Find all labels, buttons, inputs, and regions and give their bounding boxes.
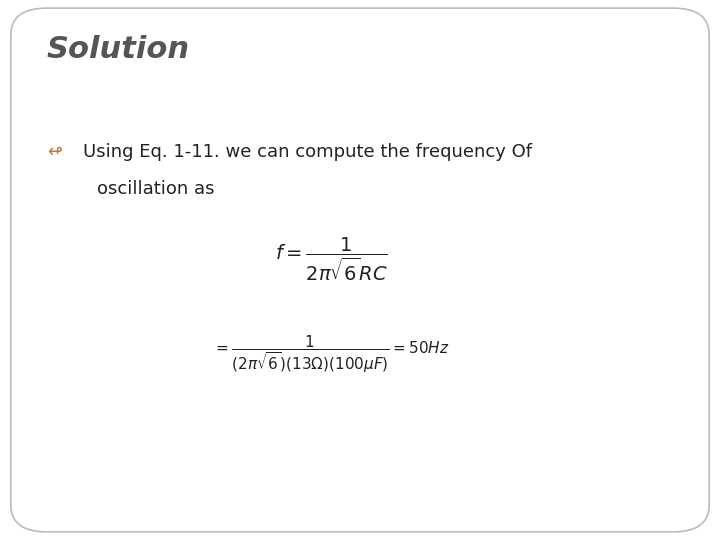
FancyBboxPatch shape [11, 8, 709, 532]
Text: Solution: Solution [47, 35, 190, 64]
Text: Using Eq. 1-11. we can compute the frequency Of: Using Eq. 1-11. we can compute the frequ… [83, 143, 532, 161]
Text: oscillation as: oscillation as [97, 180, 215, 198]
Text: $=\dfrac{1}{(2\pi\sqrt{6})(13\Omega)(100\mu F)}=50Hz$: $=\dfrac{1}{(2\pi\sqrt{6})(13\Omega)(100… [213, 333, 449, 375]
Text: $f=\dfrac{1}{2\pi\sqrt{6}RC}$: $f=\dfrac{1}{2\pi\sqrt{6}RC}$ [275, 235, 387, 283]
Text: ↫: ↫ [47, 143, 62, 161]
